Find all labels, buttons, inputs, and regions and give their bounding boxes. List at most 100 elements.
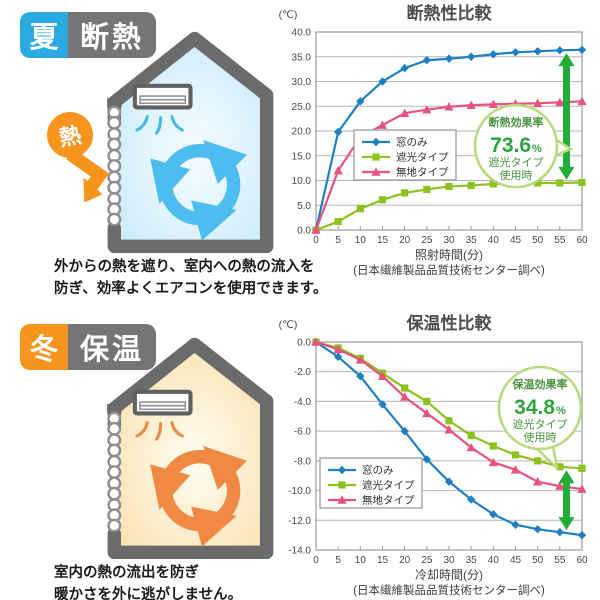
svg-text:0.0: 0.0 <box>297 226 311 237</box>
svg-text:保温効果率: 保温効果率 <box>512 377 568 391</box>
winter-house-illustration <box>107 337 274 560</box>
svg-text:-10.0: -10.0 <box>288 486 311 497</box>
svg-text:-8.0: -8.0 <box>294 456 312 467</box>
svg-text:25.0: 25.0 <box>292 102 312 113</box>
svg-text:60: 60 <box>576 235 588 246</box>
svg-text:窓のみ: 窓のみ <box>396 136 428 149</box>
svg-text:5: 5 <box>335 555 341 566</box>
svg-text:20: 20 <box>399 555 411 566</box>
series-窓のみ <box>311 45 587 235</box>
svg-text:10: 10 <box>355 555 367 566</box>
svg-text:30.0: 30.0 <box>292 77 312 88</box>
roll-screen-icon <box>107 404 122 541</box>
svg-text:無地タイプ: 無地タイプ <box>362 494 415 507</box>
summer-description-line2: 防ぎ、効率よくエアコンを使用できます。 <box>54 281 328 297</box>
svg-text:45: 45 <box>510 235 522 246</box>
svg-text:-12.0: -12.0 <box>288 516 311 527</box>
svg-text:30: 30 <box>443 235 455 246</box>
svg-text:34.8%: 34.8% <box>514 396 566 419</box>
svg-text:-6.0: -6.0 <box>294 427 312 438</box>
series-無地タイプ <box>311 337 587 493</box>
roll-screen-icon <box>107 98 122 235</box>
svg-text:45: 45 <box>510 555 522 566</box>
svg-text:20: 20 <box>399 235 411 246</box>
winter-description-line1: 室内の熱の流出を防ぎ <box>54 565 199 581</box>
svg-text:35: 35 <box>466 235 478 246</box>
summer-description-line1: 外からの熱を遮り、室内への熱の流入を <box>54 259 315 275</box>
y-axis-unit: (℃) <box>279 319 298 331</box>
insulation-comparison-chart: 断熱性比較 (℃) 0.0 5.0 10.0 15.0 20.0 25.0 30.0 35.0 40… <box>279 3 588 277</box>
ac-unit-icon <box>132 389 193 416</box>
svg-text:5: 5 <box>335 235 341 246</box>
svg-text:5.0: 5.0 <box>297 201 311 212</box>
svg-text:遮光タイプ: 遮光タイプ <box>396 151 449 164</box>
svg-text:55: 55 <box>554 555 566 566</box>
ac-unit-icon <box>132 83 193 110</box>
heat-label-badge: 熱 <box>47 112 93 158</box>
svg-text:窓のみ: 窓のみ <box>362 464 394 477</box>
effect-arrow <box>558 53 575 180</box>
y-axis-unit: (℃) <box>279 9 298 21</box>
air-circulation-icon <box>159 141 248 226</box>
winter-topic-label: 保温 <box>68 324 157 370</box>
svg-text:40: 40 <box>488 555 500 566</box>
svg-text:断熱効果率: 断熱効果率 <box>489 115 544 129</box>
svg-text:10: 10 <box>355 235 367 246</box>
svg-text:25: 25 <box>421 555 433 566</box>
svg-text:15: 15 <box>377 555 389 566</box>
svg-text:20.0: 20.0 <box>292 127 312 138</box>
winter-season-label: 冬 <box>20 324 68 370</box>
heat-retention-comparison-chart: 保温性比較 (℃) -14.0 -12.0 -10.0 -8.0 -6.0 -4.0 -2.0 0… <box>279 313 588 597</box>
svg-text:40.0: 40.0 <box>292 28 312 39</box>
svg-text:使用時: 使用時 <box>500 169 533 182</box>
svg-text:50: 50 <box>532 555 544 566</box>
summer-description: 外からの熱を遮り、室内への熱の流入を 防ぎ、効率よくエアコンを使用できます。 <box>54 256 334 300</box>
svg-text:0.0: 0.0 <box>297 338 311 349</box>
winter-description-line2: 暖かさを外に逃がしません。 <box>54 587 243 600</box>
heat-arrow-icon <box>66 148 110 203</box>
summer-season-label: 夏 <box>20 12 68 58</box>
svg-text:-4.0: -4.0 <box>294 397 312 408</box>
summer-badge: 夏 断熱 <box>20 12 157 58</box>
winter-description: 室内の熱の流出を防ぎ 暖かさを外に逃がしません。 <box>54 562 334 600</box>
winter-badge: 冬 保温 <box>20 324 157 370</box>
svg-text:30: 30 <box>443 555 455 566</box>
chart-title: 断熱性比較 <box>407 3 493 23</box>
svg-text:25: 25 <box>421 235 433 246</box>
summer-topic-label: 断熱 <box>68 12 157 58</box>
svg-text:60: 60 <box>576 555 588 566</box>
svg-text:40: 40 <box>488 235 500 246</box>
air-circulation-icon <box>159 447 248 532</box>
svg-text:10.0: 10.0 <box>292 176 312 187</box>
source-note: (日本繊維製品品質技術センター調べ) <box>353 583 545 597</box>
svg-text:0: 0 <box>313 235 319 246</box>
source-note: (日本繊維製品品質技術センター調べ) <box>353 263 545 277</box>
effect-arrow <box>558 470 575 531</box>
svg-text:遮光タイプ: 遮光タイプ <box>513 417 568 431</box>
cool-air-flow-icon <box>135 115 184 135</box>
svg-text:35.0: 35.0 <box>292 52 312 63</box>
x-axis-label: 照射時間(分) <box>415 247 483 262</box>
svg-text:15.0: 15.0 <box>292 151 312 162</box>
svg-text:-14.0: -14.0 <box>288 546 311 557</box>
chart-title: 保温性比較 <box>406 313 493 333</box>
svg-text:遮光タイプ: 遮光タイプ <box>362 479 415 492</box>
svg-text:0: 0 <box>313 555 319 566</box>
warm-air-flow-icon <box>135 421 184 441</box>
svg-text:73.6%: 73.6% <box>490 134 542 157</box>
svg-text:35: 35 <box>466 555 478 566</box>
svg-text:15: 15 <box>377 235 389 246</box>
svg-text:遮光タイプ: 遮光タイプ <box>489 155 544 169</box>
svg-text:55: 55 <box>554 235 566 246</box>
svg-text:50: 50 <box>532 235 544 246</box>
series-遮光タイプ <box>312 178 586 234</box>
svg-text:無地タイプ: 無地タイプ <box>396 166 449 179</box>
summer-house-illustration <box>107 31 274 254</box>
svg-text:-2.0: -2.0 <box>294 367 312 378</box>
svg-text:使用時: 使用時 <box>524 431 557 444</box>
